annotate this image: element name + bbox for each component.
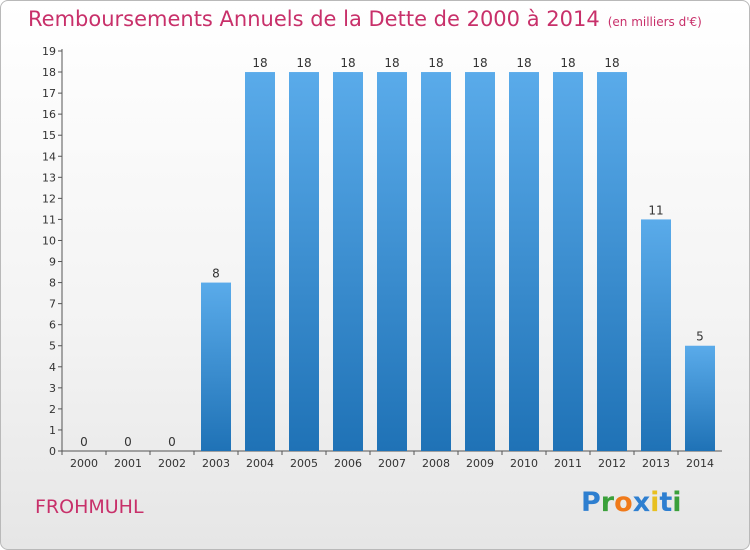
bar-value-label: 0 [124,435,132,449]
y-tick-label: 12 [42,192,56,205]
bar-value-label: 0 [80,435,88,449]
x-tick-label: 2013 [642,457,670,470]
bar [597,72,627,451]
x-tick-label: 2003 [202,457,230,470]
y-tick-label: 10 [42,234,56,247]
x-tick-label: 2008 [422,457,450,470]
bar-value-label: 18 [560,56,575,70]
bar [377,72,407,451]
x-tick-label: 2010 [510,457,538,470]
bar [421,72,451,451]
bar-value-label: 0 [168,435,176,449]
y-tick-label: 7 [49,298,56,311]
bar-value-label: 18 [604,56,619,70]
chart-title-text: Remboursements Annuels de la Dette de 20… [28,7,600,31]
x-tick-label: 2004 [246,457,274,470]
bar-value-label: 18 [296,56,311,70]
y-tick-label: 4 [49,361,56,374]
bar [245,72,275,451]
y-tick-label: 3 [49,382,56,395]
y-tick-label: 0 [49,445,56,458]
bar-value-label: 18 [472,56,487,70]
bar-value-label: 18 [428,56,443,70]
bar-value-label: 18 [340,56,355,70]
y-tick-label: 18 [42,66,56,79]
x-tick-label: 2006 [334,457,362,470]
y-tick-label: 5 [49,340,56,353]
y-tick-label: 13 [42,171,56,184]
y-tick-label: 1 [49,424,56,437]
x-tick-label: 2007 [378,457,406,470]
bar [333,72,363,451]
x-tick-label: 2011 [554,457,582,470]
y-tick-label: 16 [42,108,56,121]
proxiti-logo: Proxiti [581,487,682,518]
y-tick-label: 2 [49,403,56,416]
bar [289,72,319,451]
y-tick-label: 17 [42,87,56,100]
bar-value-label: 18 [252,56,267,70]
bar [553,72,583,451]
x-tick-label: 2002 [158,457,186,470]
commune-name: FROHMUHL [35,496,144,518]
y-tick-label: 14 [42,150,56,163]
bar-value-label: 11 [648,203,663,217]
x-tick-label: 2012 [598,457,626,470]
bar-value-label: 18 [516,56,531,70]
bar [509,72,539,451]
chart-title: Remboursements Annuels de la Dette de 20… [28,7,702,31]
y-tick-label: 8 [49,277,56,290]
y-tick-label: 19 [42,45,56,58]
bar-value-label: 5 [696,330,704,344]
x-tick-label: 2009 [466,457,494,470]
y-tick-label: 6 [49,319,56,332]
bar-value-label: 8 [212,267,220,281]
chart-unit: (en milliers d'€) [607,15,702,29]
bar-value-label: 18 [384,56,399,70]
x-tick-label: 2001 [114,457,142,470]
x-tick-label: 2000 [70,457,98,470]
bar [201,282,231,451]
y-tick-label: 9 [49,256,56,269]
x-tick-label: 2014 [686,457,714,470]
y-tick-label: 11 [42,213,56,226]
x-tick-label: 2005 [290,457,318,470]
bar [465,72,495,451]
y-tick-label: 15 [42,129,56,142]
bar [641,219,671,451]
bar [685,345,715,451]
